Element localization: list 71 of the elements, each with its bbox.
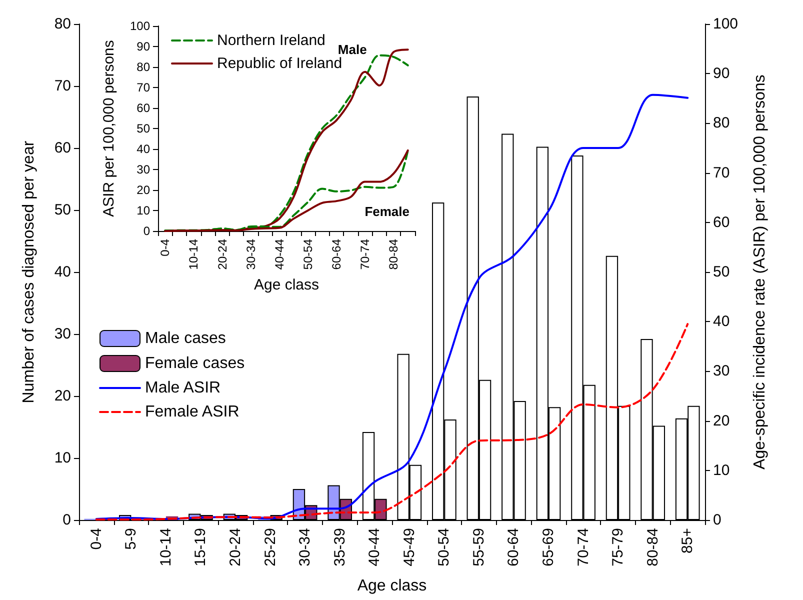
x-tick-label: 15-19: [192, 528, 210, 566]
x-tick-label: 45-49: [400, 528, 418, 566]
x-tick-label: 80-84: [386, 238, 401, 270]
y-tick-label: 70: [136, 80, 150, 94]
x-tick-label: 40-44: [366, 528, 384, 566]
x-axis-title: Age class: [254, 276, 320, 294]
x-tick-label: 5-9: [122, 528, 140, 550]
x-tick-label: 85+: [679, 528, 696, 554]
y-tick-label: 100: [130, 19, 150, 33]
x-tick-label: 10-14: [186, 238, 201, 270]
y-axis-title: ASIR per 100,000 persons: [100, 40, 118, 217]
y-tick-label: 80: [54, 16, 71, 32]
annotation: Female: [364, 204, 410, 220]
y-tick-label: 40: [54, 264, 71, 280]
x-tick-label: 0-4: [88, 528, 105, 550]
y2-tick-label: 70: [713, 164, 730, 182]
legend-label: Female ASIR: [145, 404, 240, 420]
legend-label: Republic of Ireland: [217, 55, 342, 72]
x-tick-label: 30-34: [296, 528, 314, 566]
y-tick-label: 30: [136, 162, 150, 176]
y-tick-label: 60: [136, 101, 150, 115]
y-tick-label: 60: [54, 140, 71, 156]
y2-tick-label: 0: [713, 512, 722, 528]
x-tick-label: 80-84: [644, 528, 662, 566]
x-tick-label: 65-69: [540, 528, 557, 566]
y-tick-label: 90: [136, 40, 150, 54]
x-tick-label: 50-54: [300, 238, 315, 270]
y-tick-label: 20: [136, 183, 150, 197]
x-tick-label: 70-74: [574, 528, 592, 566]
x-tick-label: 40-44: [272, 238, 286, 270]
y-tick-label: 20: [54, 388, 71, 404]
annotation: Male: [338, 42, 367, 57]
x-tick-label: 55-59: [470, 528, 488, 566]
x-tick-label: 0-4: [158, 238, 172, 256]
x-tick-label: 30-34: [244, 238, 258, 270]
y-tick-label: 0: [143, 224, 150, 238]
x-tick-label: 70-74: [358, 238, 372, 270]
x-tick-label: 20-24: [215, 238, 230, 270]
x-tick-label: 50-54: [436, 528, 453, 566]
y2-tick-label: 20: [713, 412, 730, 430]
x-tick-label: 75-79: [610, 528, 627, 566]
y-tick-label: 70: [54, 78, 71, 94]
y2-tick-label: 50: [713, 264, 730, 280]
y2-axis-title: Age-specific incidence rate (ASIR) per 100,000 persons: [752, 74, 768, 470]
legend-label: Male cases: [145, 330, 226, 347]
y-tick-label: 10: [136, 204, 150, 218]
legend-label: Female cases: [145, 355, 245, 372]
y-tick-label: 80: [136, 60, 150, 74]
x-tick-label: 35-39: [331, 528, 348, 566]
y-tick-label: 50: [54, 202, 71, 218]
y-axis-title: Number of cases diagnosed per year: [20, 140, 38, 404]
y2-tick-label: 60: [713, 214, 730, 231]
x-tick-label: 25-29: [262, 528, 279, 566]
y-tick-label: 0: [62, 512, 71, 528]
y2-tick-label: 10: [713, 462, 730, 479]
y-tick-label: 10: [54, 450, 71, 466]
y2-tick-label: 90: [713, 65, 730, 82]
x-tick-label: 10-14: [157, 528, 174, 566]
x-tick-label: 60-64: [329, 238, 344, 270]
legend-label: Northern Ireland: [217, 32, 326, 49]
x-tick-label: 20-24: [227, 528, 244, 566]
legend-label: Male ASIR: [145, 380, 221, 396]
x-tick-label: 60-64: [505, 528, 522, 566]
y-tick-label: 40: [136, 142, 150, 156]
y2-tick-label: 40: [713, 313, 730, 330]
y2-tick-label: 100: [713, 16, 738, 32]
y-tick-label: 50: [136, 122, 150, 136]
y-tick-label: 30: [54, 326, 71, 342]
y2-tick-label: 80: [713, 114, 730, 132]
y2-tick-label: 30: [713, 362, 730, 380]
x-axis-title: Age class: [357, 578, 427, 594]
